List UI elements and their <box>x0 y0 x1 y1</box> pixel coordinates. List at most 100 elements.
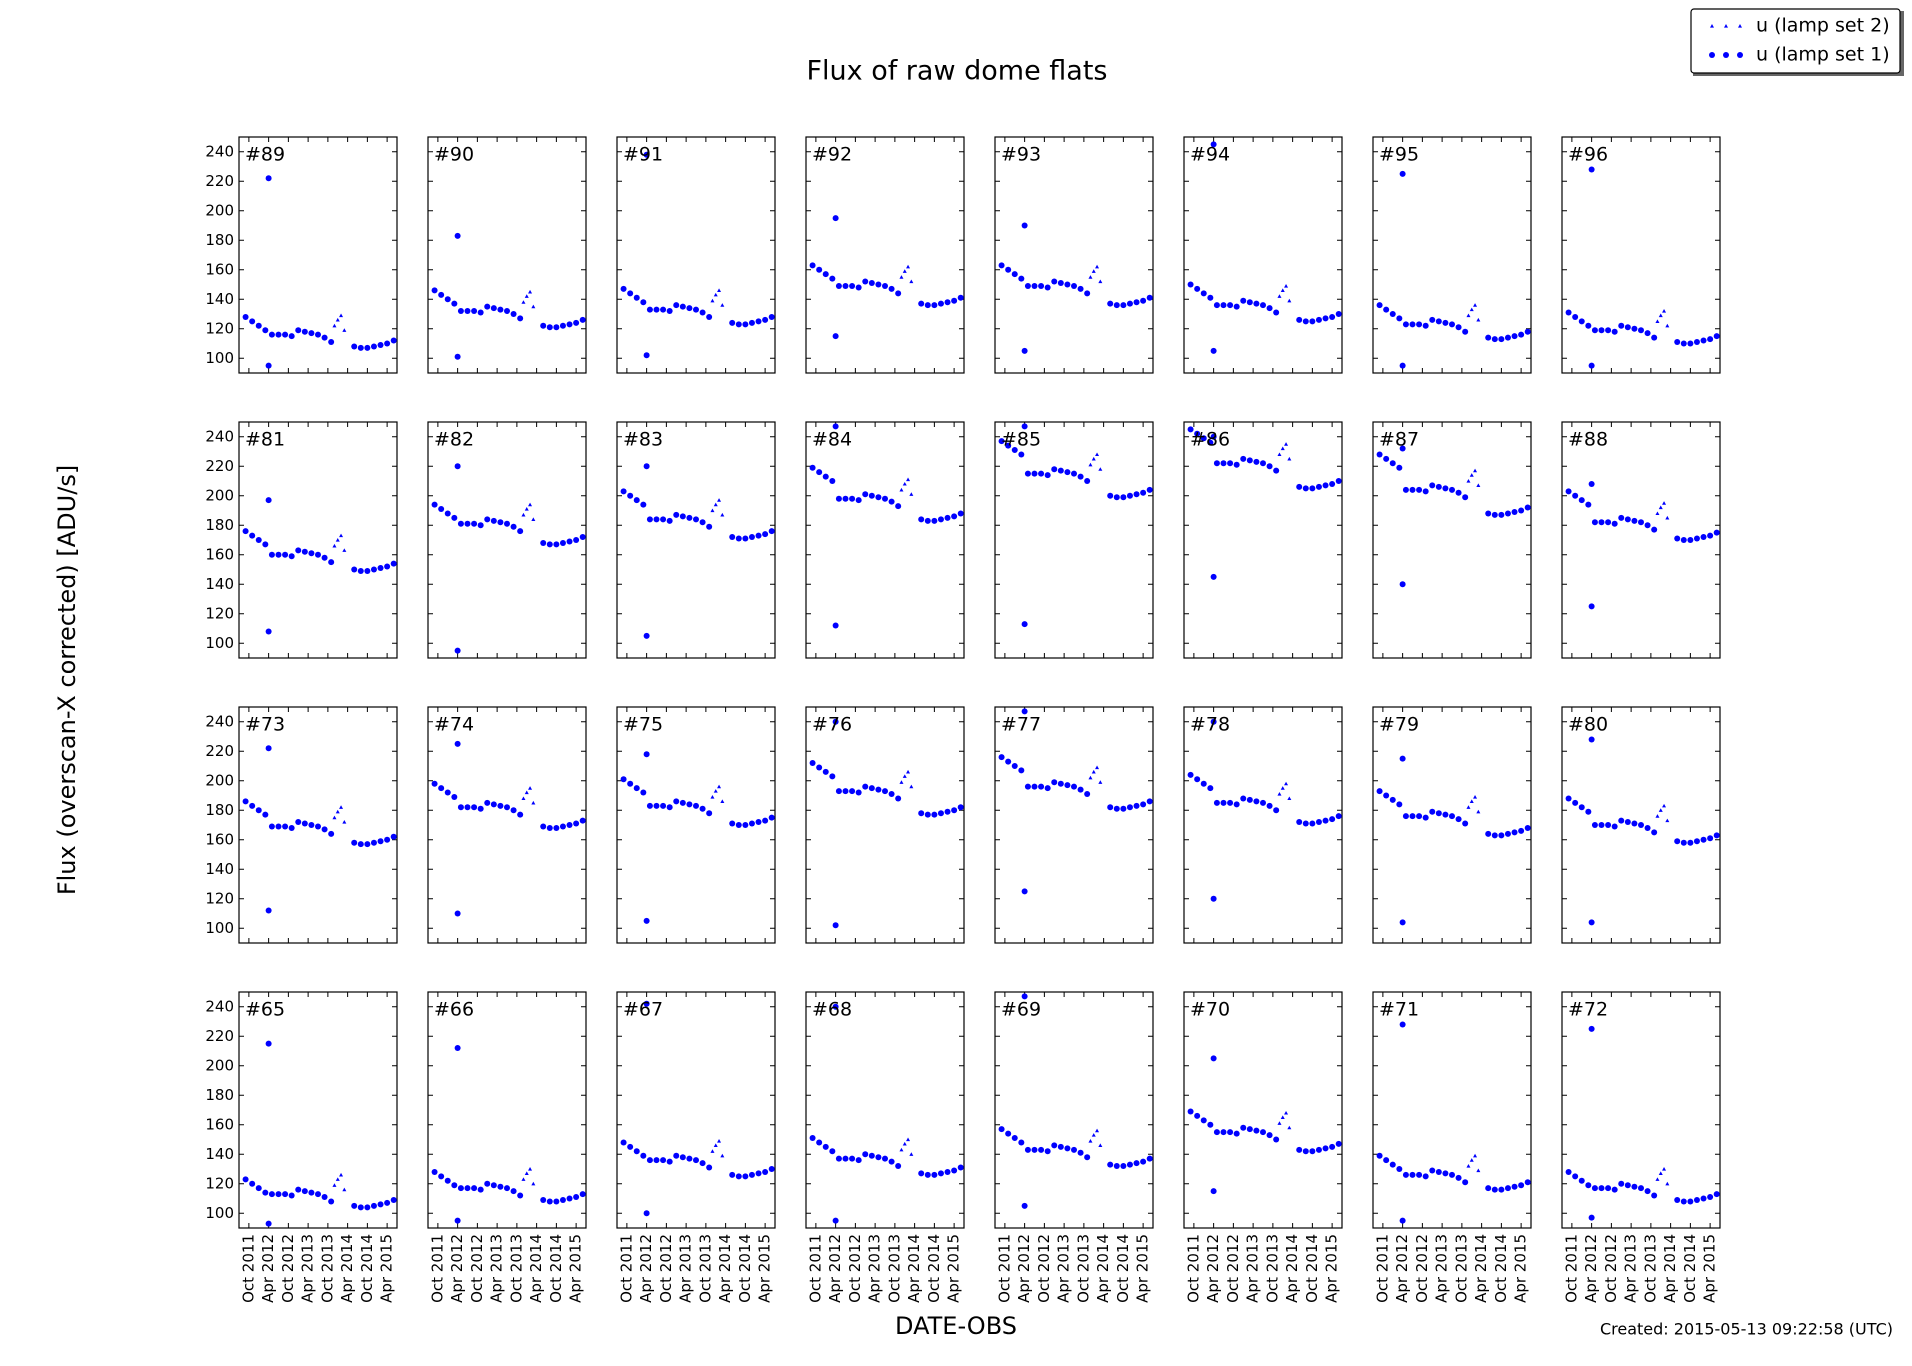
plot-area <box>809 215 964 340</box>
dot-marker <box>918 1170 925 1177</box>
dot-marker <box>1194 1112 1201 1119</box>
dot-marker <box>471 804 478 811</box>
dot-marker <box>835 788 842 795</box>
dot-marker <box>944 1168 951 1175</box>
triangle-marker <box>1088 775 1093 780</box>
triangle-marker <box>1091 1133 1096 1137</box>
dot-marker <box>1296 316 1303 323</box>
x-tick-label: Oct 2012 <box>279 1234 297 1303</box>
dot-marker <box>895 290 902 297</box>
dot-marker <box>308 1189 315 1196</box>
plot-area <box>620 463 775 639</box>
dot-marker <box>1462 328 1469 335</box>
panel-frame <box>427 136 587 374</box>
triangle-marker <box>531 304 536 309</box>
dot-marker <box>364 344 371 351</box>
dot-marker <box>504 520 510 527</box>
dot-marker <box>653 516 660 523</box>
dot-marker <box>454 740 461 747</box>
dot-marker <box>1273 807 1280 814</box>
dot-marker <box>1207 1121 1214 1128</box>
dot-marker <box>384 340 391 347</box>
dot-marker <box>1578 318 1585 325</box>
x-tick-label: Oct 2012 <box>657 1234 675 1303</box>
dot-marker <box>444 296 451 303</box>
dot-marker <box>1713 1191 1720 1198</box>
dot-marker <box>1485 334 1492 341</box>
dot-marker <box>471 520 478 527</box>
dot-marker <box>937 810 944 817</box>
dot-marker <box>1240 795 1247 802</box>
dot-marker <box>643 151 650 158</box>
dot-marker <box>918 810 925 817</box>
x-tick-label: Apr 2014 <box>338 1234 356 1303</box>
panel-frame <box>238 991 398 1229</box>
dot-marker <box>951 297 958 304</box>
dot-marker <box>868 785 875 792</box>
dot-marker <box>1018 451 1025 458</box>
dot-marker <box>1253 300 1260 307</box>
panel-frame <box>1561 136 1721 374</box>
plot-area <box>809 423 964 629</box>
dot-marker <box>832 622 839 629</box>
triangle-marker <box>1665 818 1670 823</box>
dot-marker <box>742 822 749 828</box>
dot-marker <box>1399 1021 1406 1028</box>
triangle-marker <box>899 275 904 279</box>
dot-marker <box>1399 170 1406 177</box>
dot-marker <box>1700 337 1707 344</box>
dot-marker <box>1146 798 1153 805</box>
dot-marker <box>1605 822 1612 828</box>
dot-marker <box>351 566 358 573</box>
panel-title: #73 <box>245 714 285 736</box>
dot-marker <box>1084 791 1091 798</box>
dot-marker <box>1518 827 1525 834</box>
dot-marker <box>504 308 510 315</box>
dot-marker <box>1687 537 1694 543</box>
dot-marker <box>646 802 653 809</box>
dot-marker <box>438 506 445 513</box>
dot-marker <box>328 1198 335 1205</box>
dot-marker <box>1588 1025 1595 1032</box>
dot-marker <box>457 308 464 315</box>
x-tick-label: Oct 2013 <box>696 1234 714 1303</box>
dot-marker <box>1187 426 1194 433</box>
dot-marker <box>262 1189 269 1196</box>
dot-marker <box>1005 1130 1012 1137</box>
dot-marker <box>1389 311 1396 317</box>
dot-marker <box>1442 319 1449 326</box>
panel-frame <box>616 706 776 944</box>
dot-marker <box>295 547 302 554</box>
dot-marker <box>390 337 397 344</box>
dot-marker <box>1107 1161 1114 1168</box>
dot-marker <box>1120 494 1127 501</box>
dot-marker <box>643 1210 650 1217</box>
dot-marker <box>1435 483 1442 490</box>
dot-marker <box>497 519 504 526</box>
dot-marker <box>351 343 358 350</box>
dot-marker <box>540 539 547 546</box>
dot-marker <box>242 313 249 320</box>
dot-marker <box>816 1139 823 1146</box>
dot-marker <box>1246 299 1253 306</box>
dot-marker <box>328 830 335 837</box>
y-tick-label: 180 <box>205 801 234 819</box>
dot-marker <box>1524 328 1531 335</box>
dot-marker <box>931 811 938 818</box>
dot-marker <box>1315 483 1322 490</box>
dot-marker <box>1680 839 1687 846</box>
dot-marker <box>255 537 262 543</box>
dot-marker <box>1416 321 1423 328</box>
dot-marker <box>497 802 504 809</box>
dot-marker <box>553 824 560 831</box>
panel-title: #71 <box>1379 999 1419 1021</box>
dot-marker <box>895 795 902 802</box>
dot-marker <box>1723 52 1729 58</box>
dot-marker <box>875 786 882 793</box>
dot-marker <box>1435 810 1442 817</box>
dot-marker <box>1588 919 1595 926</box>
dot-marker <box>1044 472 1051 479</box>
dot-marker <box>1442 1170 1449 1177</box>
dot-marker <box>768 1166 775 1172</box>
dot-marker <box>370 343 377 350</box>
